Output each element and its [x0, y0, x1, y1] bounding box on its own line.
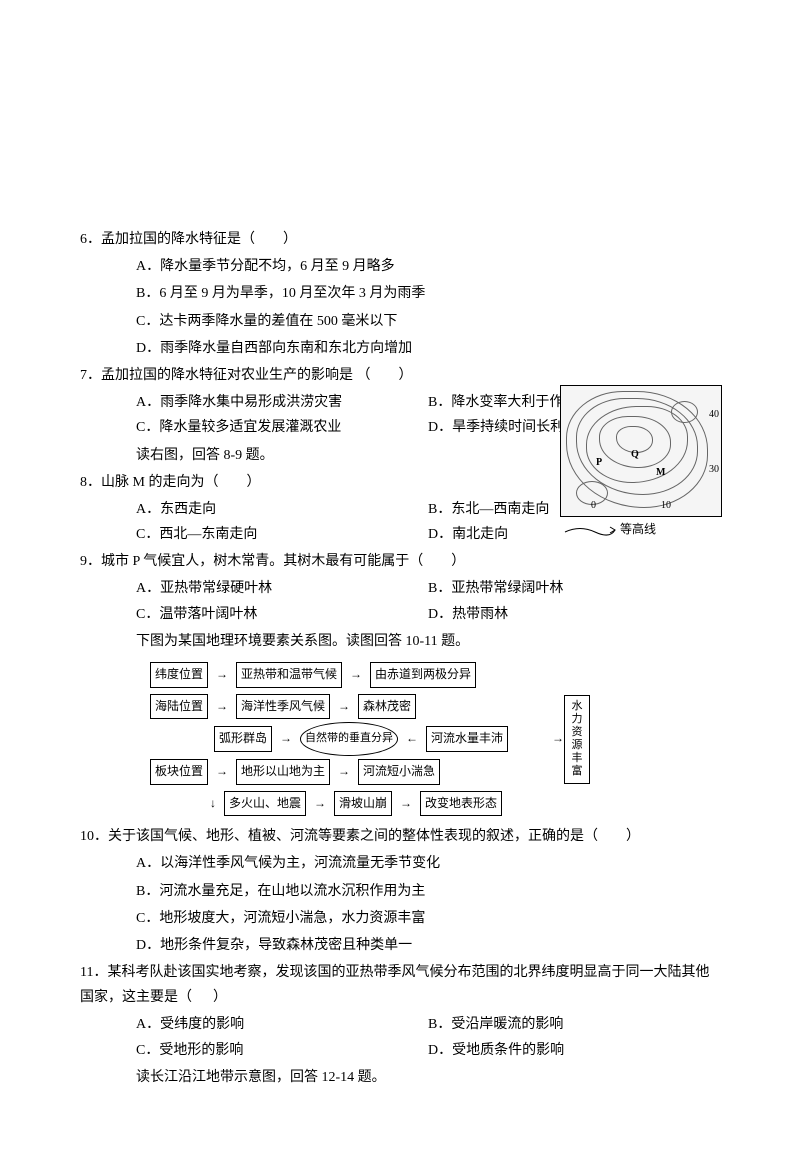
map-lon10: 10 [661, 497, 671, 515]
q9-opt-d: D．热带雨林 [428, 602, 720, 627]
dbox-r2b: 海洋性季风气候 [236, 694, 330, 720]
q9-opt-a: A．亚热带常绿硬叶林 [136, 576, 428, 601]
q9-opt-b: B．亚热带常绿阔叶林 [428, 576, 720, 601]
q7-opt-a: A．雨季降水集中易形成洪涝灾害 [136, 390, 428, 415]
q11-stem: 11．某科考队赴该国实地考察，发现该国的亚热带季风气候分布范围的北界纬度明显高于… [80, 960, 720, 1010]
dbox-r1c: 由赤道到两极分异 [370, 662, 476, 688]
q10-opt-c: C．地形坡度大，河流短小湍急，水力资源丰富 [80, 906, 720, 931]
q6-opt-b: B．6 月至 9 月为旱季，10 月至次年 3 月为雨季 [80, 281, 720, 306]
dbox-r5b: 多火山、地震 [224, 791, 306, 817]
q11-opt-a: A．受纬度的影响 [136, 1012, 428, 1037]
q9-stem: 9．城市 P 气候宜人，树木常青。其树木最有可能属于（ ） [80, 549, 720, 574]
dbox-r2a: 海陆位置 [150, 694, 208, 720]
relation-diagram: 纬度位置 → 亚热带和温带气候 → 由赤道到两极分异 海陆位置 → 海洋性季风气… [150, 662, 590, 816]
q6-opt-c: C．达卡两季降水量的差值在 500 毫米以下 [80, 309, 720, 334]
q9-opt-c: C．温带落叶阔叶林 [136, 602, 428, 627]
map-lon0: 0 [591, 497, 596, 515]
map-m: M [656, 464, 665, 482]
q7-opt-c: C．降水量较多适宜发展灌溉农业 [136, 415, 428, 440]
dbox-r3a: 弧形群岛 [214, 726, 272, 752]
q10-stem: 10．关于该国气候、地形、植被、河流等要素之间的整体性表现的叙述，正确的是（ ） [80, 824, 720, 849]
map-lat30: 30 [709, 461, 719, 479]
dbox-r4c: 河流短小湍急 [358, 759, 440, 785]
dbox-r1a: 纬度位置 [150, 662, 208, 688]
q6-stem: 6．孟加拉国的降水特征是（ ） [80, 227, 720, 252]
map-figure: 40 30 0 10 P Q M 等高线 [560, 385, 730, 550]
q11-tail: 读长江沿江地带示意图，回答 12-14 题。 [80, 1065, 720, 1090]
dcircle-center: 自然带的垂直分异 [300, 722, 398, 756]
dbox-r5c: 滑坡山崩 [334, 791, 392, 817]
q9-tail: 下图为某国地理环境要素关系图。读图回答 10-11 题。 [80, 629, 720, 654]
q10-opt-a: A．以海洋性季风气候为主，河流流量无季节变化 [80, 851, 720, 876]
dbox-r4a: 板块位置 [150, 759, 208, 785]
q11-opt-d: D．受地质条件的影响 [428, 1038, 720, 1063]
dbox-r1b: 亚热带和温带气候 [236, 662, 342, 688]
q11-opt-c: C．受地形的影响 [136, 1038, 428, 1063]
dbox-side: 水力资源丰富 [564, 695, 590, 784]
q10-opt-b: B．河流水量充足，在山地以流水沉积作用为主 [80, 879, 720, 904]
dbox-r4b: 地形以山地为主 [236, 759, 330, 785]
map-p: P [596, 454, 602, 472]
q6-opt-a: A．降水量季节分配不均，6 月至 9 月略多 [80, 254, 720, 279]
dbox-r3c: 河流水量丰沛 [426, 726, 508, 752]
dbox-r2c: 森林茂密 [358, 694, 416, 720]
map-lat40: 40 [709, 406, 719, 424]
q10-opt-d: D．地形条件复杂，导致森林茂密且种类单一 [80, 933, 720, 958]
map-caption: 等高线 [620, 522, 666, 536]
q8-opt-c: C．西北—东南走向 [136, 522, 428, 547]
dbox-r5d: 改变地表形态 [420, 791, 502, 817]
map-q: Q [631, 446, 639, 464]
q6-opt-d: D．雨季降水量自西部向东南和东北方向增加 [80, 336, 720, 361]
q11-opt-b: B．受沿岸暖流的影响 [428, 1012, 720, 1037]
q8-opt-a: A．东西走向 [136, 497, 428, 522]
